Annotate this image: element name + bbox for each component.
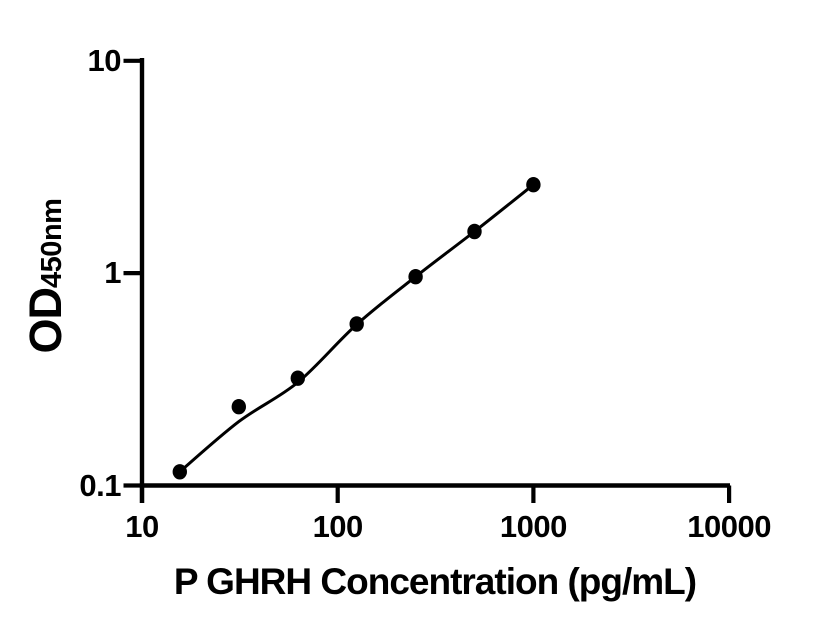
x-axis-title: P GHRH Concentration (pg/mL) xyxy=(173,561,697,602)
y-tick-label: 1 xyxy=(104,255,121,291)
y-axis-title-subscript: 450nm xyxy=(36,198,68,288)
x-tick-label: 10 xyxy=(125,509,159,544)
y-tick-label: 10 xyxy=(87,42,122,78)
x-tick-label: 100 xyxy=(312,509,364,544)
data-point xyxy=(172,464,187,480)
data-point xyxy=(349,316,364,332)
y-axis-title: OD450nm xyxy=(20,199,72,354)
x-tick-label: 1000 xyxy=(499,509,567,544)
data-point xyxy=(467,223,482,240)
y-tick-label: 0.1 xyxy=(79,467,121,503)
data-point xyxy=(290,370,305,386)
x-tick-label: 10000 xyxy=(687,509,771,544)
y-axis-title-main: OD xyxy=(20,287,71,354)
data-point xyxy=(408,269,423,285)
data-point xyxy=(231,399,246,415)
data-point xyxy=(526,177,541,193)
